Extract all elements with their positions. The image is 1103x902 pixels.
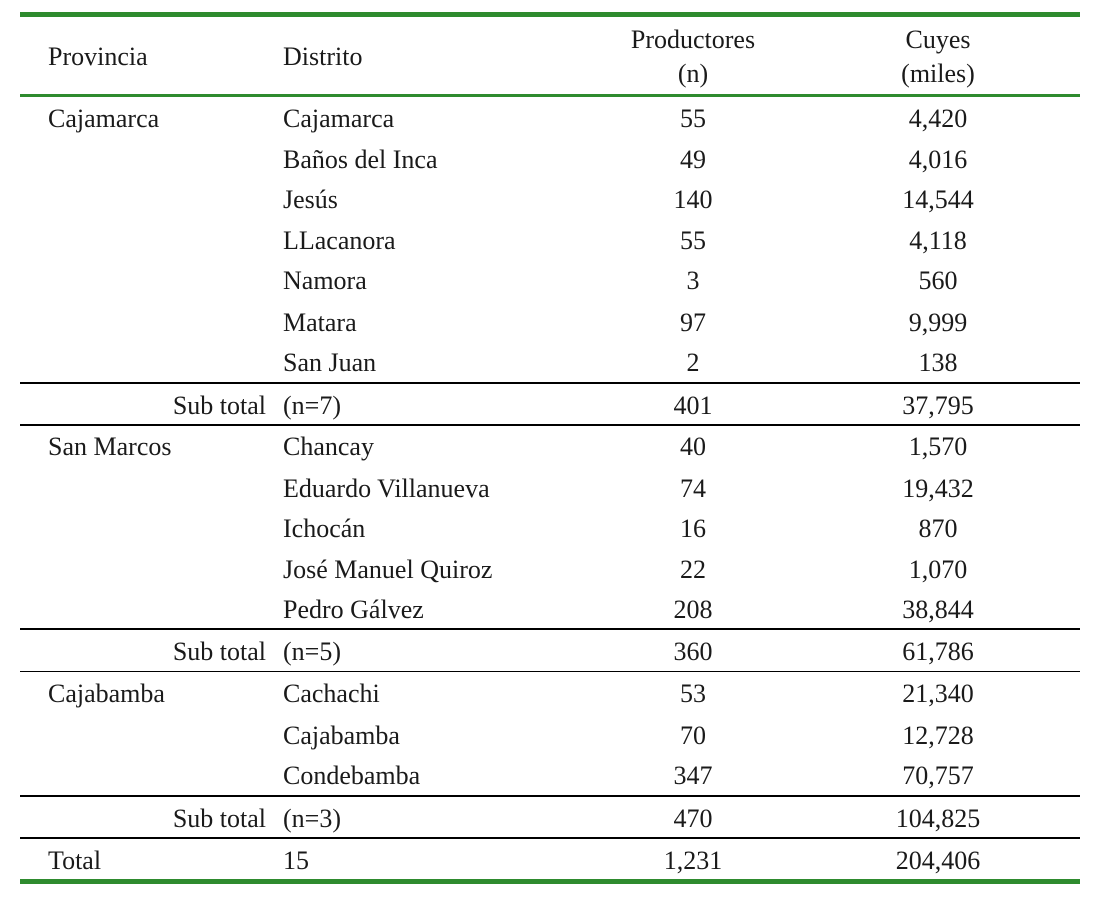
group-provincia: Cajabamba [48, 679, 165, 708]
header-rule [20, 94, 1080, 97]
top-rule [20, 12, 1080, 17]
row-distrito: Cajamarca [283, 104, 395, 133]
row-cuyes: 19,432 [902, 474, 974, 503]
row-cuyes: 12,728 [902, 721, 974, 750]
group-provincia: San Marcos [48, 432, 172, 461]
row-cuyes: 560 [918, 266, 958, 295]
subtotal-n: (n=7) [283, 391, 341, 420]
row-productores: 347 [673, 761, 713, 790]
total-distrito: 15 [283, 846, 309, 875]
row-cuyes: 1,570 [908, 432, 968, 461]
row-distrito: Pedro Gálvez [283, 595, 424, 624]
subtotal-rule-top [20, 382, 1080, 384]
row-productores: 2 [686, 348, 700, 377]
row-distrito: Cachachi [283, 679, 380, 708]
row-productores: 74 [680, 474, 706, 503]
row-distrito: José Manuel Quiroz [283, 555, 493, 584]
header-cuyes: Cuyes [905, 25, 971, 54]
subtotal-label: Sub total [172, 637, 266, 666]
row-distrito: Matara [283, 308, 357, 337]
row-cuyes: 14,544 [902, 185, 974, 214]
subtotal-cuyes: 104,825 [895, 804, 981, 833]
bottom-rule [20, 879, 1080, 884]
row-distrito: Jesús [283, 185, 338, 214]
row-productores: 55 [680, 226, 706, 255]
row-cuyes: 9,999 [908, 308, 968, 337]
row-cuyes: 4,420 [908, 104, 968, 133]
subtotal-productores: 401 [673, 391, 713, 420]
header-distrito: Distrito [283, 42, 363, 71]
row-cuyes: 70,757 [902, 761, 974, 790]
subtotal-rule-top [20, 628, 1080, 630]
row-cuyes: 4,016 [908, 145, 968, 174]
row-distrito: Baños del Inca [283, 145, 438, 174]
row-productores: 55 [680, 104, 706, 133]
header-cuyes-unit: (miles) [901, 59, 975, 88]
row-productores: 97 [680, 308, 706, 337]
subtotal-rule-bottom [20, 837, 1080, 839]
subtotal-productores: 470 [673, 804, 713, 833]
row-distrito: San Juan [283, 348, 377, 377]
row-distrito: Ichocán [283, 514, 366, 543]
row-productores: 40 [680, 432, 706, 461]
row-productores: 70 [680, 721, 706, 750]
row-cuyes: 21,340 [902, 679, 974, 708]
total-label: Total [48, 846, 102, 875]
group-provincia: Cajamarca [48, 104, 160, 133]
subtotal-label: Sub total [172, 391, 266, 420]
row-distrito: Namora [283, 266, 367, 295]
subtotal-label: Sub total [172, 804, 266, 833]
row-cuyes: 38,844 [902, 595, 974, 624]
header-productores-unit: (n) [677, 59, 709, 88]
row-productores: 16 [680, 514, 706, 543]
row-cuyes: 138 [918, 348, 958, 377]
subtotal-cuyes: 37,795 [902, 391, 974, 420]
row-productores: 3 [686, 266, 700, 295]
row-productores: 140 [673, 185, 713, 214]
row-cuyes: 4,118 [909, 226, 967, 255]
header-provincia: Provincia [48, 42, 148, 71]
row-distrito: LLacanora [283, 226, 396, 255]
row-distrito: Eduardo Villanueva [283, 474, 490, 503]
row-distrito: Cajabamba [283, 721, 400, 750]
row-productores: 49 [680, 145, 706, 174]
subtotal-rule-bottom [20, 671, 1080, 672]
row-productores: 53 [680, 679, 706, 708]
subtotal-rule-bottom [20, 424, 1080, 426]
row-productores: 208 [673, 595, 713, 624]
total-productores: 1,231 [663, 846, 723, 875]
row-distrito: Condebamba [283, 761, 421, 790]
row-productores: 22 [680, 555, 706, 584]
row-cuyes: 870 [918, 514, 958, 543]
total-cuyes: 204,406 [895, 846, 981, 875]
subtotal-cuyes: 61,786 [902, 637, 974, 666]
subtotal-productores: 360 [673, 637, 713, 666]
row-distrito: Chancay [283, 432, 374, 461]
header-productores: Productores [630, 25, 756, 54]
subtotal-rule-top [20, 795, 1080, 797]
row-cuyes: 1,070 [908, 555, 968, 584]
subtotal-n: (n=3) [283, 804, 341, 833]
subtotal-n: (n=5) [283, 637, 341, 666]
